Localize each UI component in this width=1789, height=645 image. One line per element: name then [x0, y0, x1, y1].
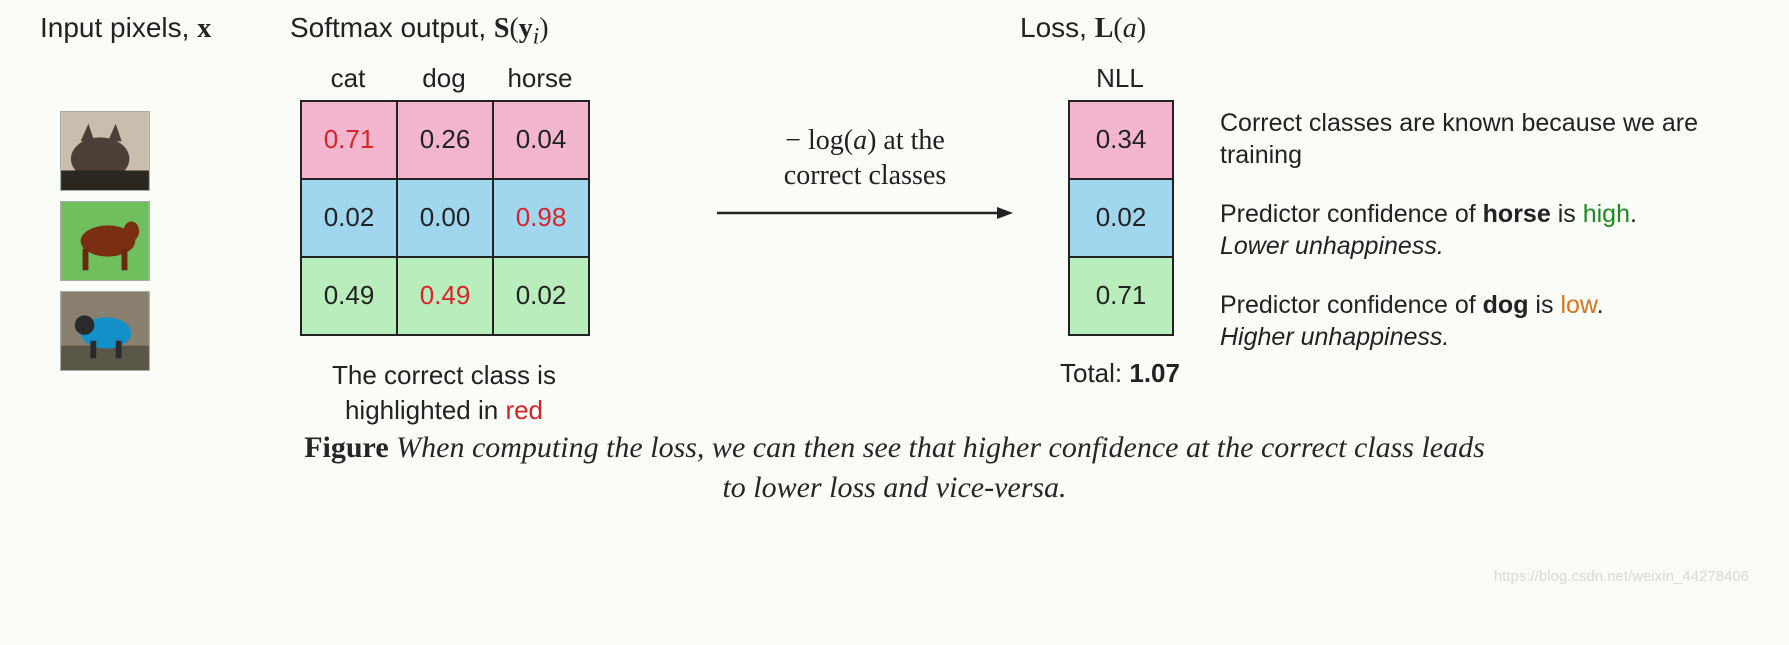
heading-input: Input pixels, x [40, 12, 290, 51]
softmax-column: cat dog horse 0.71 0.26 0.04 0.02 0.00 0… [290, 63, 710, 428]
loss-total-label: Total: [1060, 358, 1129, 388]
note-3-d: low [1560, 291, 1596, 319]
class-label-dog: dog [396, 63, 492, 94]
arrow-text-var: a [853, 125, 867, 156]
input-column [40, 63, 290, 371]
heading-softmax-y: y [519, 13, 533, 44]
loss-cell-2: 0.71 [1070, 258, 1174, 336]
class-label-cat: cat [300, 63, 396, 94]
arrow-icon [715, 201, 1015, 225]
softmax-cell-1-2: 0.98 [494, 180, 590, 258]
note-3-c: is [1528, 291, 1560, 319]
figure-container: Input pixels, x Softmax output, S(yi) Lo… [0, 0, 1789, 645]
softmax-row-0: 0.71 0.26 0.04 [302, 102, 590, 180]
note-3-b: dog [1483, 291, 1529, 319]
note-2-b: horse [1483, 200, 1551, 228]
note-2-c: is [1551, 200, 1583, 228]
loss-cell-0: 0.34 [1070, 102, 1174, 180]
softmax-cell-2-2: 0.02 [494, 258, 590, 336]
diagram-row: cat dog horse 0.71 0.26 0.04 0.02 0.00 0… [40, 63, 1749, 428]
softmax-caption: The correct class is highlighted in red [300, 358, 588, 428]
loss-grid: 0.34 0.02 0.71 [1068, 100, 1174, 336]
heading-loss-L: L [1095, 13, 1114, 44]
heading-softmax-close: ) [539, 13, 548, 44]
note-2: Predictor confidence of horse is high. L… [1220, 198, 1749, 263]
softmax-cell-2-1: 0.49 [398, 258, 494, 336]
dog-icon [61, 292, 149, 370]
softmax-grid: 0.71 0.26 0.04 0.02 0.00 0.98 0.49 0.49 … [300, 100, 590, 336]
note-2-e: . [1630, 200, 1637, 228]
class-labels: cat dog horse [300, 63, 710, 100]
horse-icon [61, 202, 149, 280]
note-2-f: Lower unhappiness. [1220, 232, 1444, 260]
note-3-a: Predictor confidence of [1220, 291, 1483, 319]
softmax-cell-1-0: 0.02 [302, 180, 398, 258]
loss-total-value: 1.07 [1129, 358, 1180, 388]
softmax-caption-l2b: red [505, 395, 543, 425]
heading-softmax-open: ( [509, 13, 518, 44]
softmax-cell-0-2: 0.04 [494, 102, 590, 180]
loss-total: Total: 1.07 [1040, 358, 1200, 389]
thumb-horse [60, 201, 150, 281]
arrow-text-1b: ) at the [867, 125, 945, 156]
note-3: Predictor confidence of dog is low. High… [1220, 289, 1749, 354]
heading-softmax-prefix: Softmax output, [290, 12, 494, 43]
heading-loss-arg: (a) [1113, 13, 1146, 44]
note-3-e: . [1597, 291, 1604, 319]
figure-caption-lead: Figure [304, 431, 388, 464]
figure-caption-body: When computing the loss, we can then see… [389, 431, 1485, 505]
softmax-caption-l1: The correct class is [332, 360, 556, 390]
heading-softmax-S: S [494, 13, 510, 44]
note-1: Correct classes are known because we are… [1220, 107, 1749, 172]
softmax-cell-0-1: 0.26 [398, 102, 494, 180]
softmax-cell-1-1: 0.00 [398, 180, 494, 258]
arrow-column: − log(a) at the correct classes [710, 63, 1020, 225]
input-thumbnails [60, 111, 290, 371]
softmax-row-1: 0.02 0.00 0.98 [302, 180, 590, 258]
thumb-cat [60, 111, 150, 191]
loss-column: NLL 0.34 0.02 0.71 Total: 1.07 [1020, 63, 1220, 389]
softmax-row-2: 0.49 0.49 0.02 [302, 258, 590, 336]
arrow-label: − log(a) at the correct classes [710, 123, 1020, 193]
class-label-horse: horse [492, 63, 588, 94]
note-3-f: Higher unhappiness. [1220, 323, 1449, 351]
note-2-a: Predictor confidence of [1220, 200, 1483, 228]
cat-icon [61, 112, 149, 190]
watermark: https://blog.csdn.net/weixin_44278406 [1494, 568, 1749, 585]
heading-input-prefix: Input pixels, [40, 12, 197, 43]
heading-loss-prefix: Loss, [1020, 12, 1095, 43]
heading-loss: Loss, L(a) [1020, 12, 1220, 51]
softmax-caption-l2a: highlighted in [345, 395, 505, 425]
notes-column: Correct classes are known because we are… [1220, 63, 1749, 380]
arrow-text-2: correct classes [784, 160, 946, 191]
heading-spacer [710, 12, 1020, 51]
thumb-dog [60, 291, 150, 371]
heading-input-symbol: x [197, 13, 211, 44]
loss-cell-1: 0.02 [1070, 180, 1174, 258]
softmax-cell-0-0: 0.71 [302, 102, 398, 180]
figure-caption: Figure When computing the loss, we can t… [295, 428, 1495, 509]
softmax-cell-2-0: 0.49 [302, 258, 398, 336]
column-headings: Input pixels, x Softmax output, S(yi) Lo… [40, 12, 1749, 51]
nll-header: NLL [1068, 63, 1172, 100]
heading-softmax: Softmax output, S(yi) [290, 12, 710, 51]
arrow-text-1a: − log( [785, 125, 853, 156]
note-2-d: high [1583, 200, 1630, 228]
